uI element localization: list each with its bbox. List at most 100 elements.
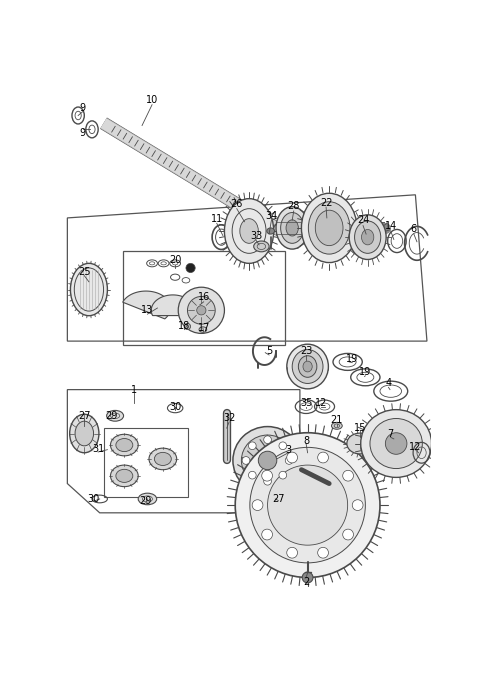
Circle shape: [178, 287, 225, 333]
Ellipse shape: [149, 448, 177, 470]
Circle shape: [285, 457, 293, 464]
Text: 25: 25: [78, 267, 91, 277]
Circle shape: [188, 297, 215, 324]
Ellipse shape: [260, 491, 291, 510]
Circle shape: [249, 471, 256, 479]
Ellipse shape: [281, 213, 304, 243]
Polygon shape: [151, 295, 194, 315]
Text: 20: 20: [169, 255, 181, 265]
Text: 31: 31: [92, 444, 104, 454]
Polygon shape: [123, 291, 170, 319]
Text: 19: 19: [359, 367, 372, 377]
Text: 28: 28: [288, 202, 300, 211]
Circle shape: [318, 452, 328, 463]
Text: 33: 33: [250, 231, 262, 240]
Circle shape: [318, 547, 328, 558]
Text: 12: 12: [315, 398, 328, 407]
Text: 22: 22: [320, 198, 332, 207]
Text: 9: 9: [80, 128, 86, 138]
Ellipse shape: [299, 356, 317, 377]
Text: 26: 26: [230, 199, 243, 209]
Circle shape: [385, 432, 407, 455]
Circle shape: [343, 529, 353, 540]
Circle shape: [287, 547, 298, 558]
Text: 11: 11: [211, 214, 223, 225]
Ellipse shape: [71, 263, 108, 316]
Text: 23: 23: [300, 346, 312, 356]
Text: 19: 19: [346, 354, 359, 364]
Circle shape: [262, 529, 273, 540]
Circle shape: [279, 442, 287, 450]
Circle shape: [279, 471, 287, 479]
Ellipse shape: [355, 221, 381, 254]
Ellipse shape: [116, 469, 133, 482]
Ellipse shape: [361, 229, 374, 245]
Ellipse shape: [241, 435, 294, 486]
Circle shape: [287, 452, 298, 463]
Text: 2: 2: [303, 577, 309, 587]
Ellipse shape: [292, 349, 323, 383]
Ellipse shape: [110, 435, 138, 456]
Ellipse shape: [225, 199, 274, 263]
Ellipse shape: [286, 220, 299, 236]
Ellipse shape: [155, 453, 171, 466]
Text: 5: 5: [266, 346, 272, 356]
Ellipse shape: [276, 207, 308, 249]
Circle shape: [235, 432, 380, 577]
Ellipse shape: [308, 202, 350, 254]
Circle shape: [186, 263, 195, 272]
Ellipse shape: [70, 414, 99, 453]
Ellipse shape: [332, 422, 342, 429]
Ellipse shape: [116, 439, 133, 452]
Text: 18: 18: [178, 322, 191, 331]
Ellipse shape: [303, 361, 312, 372]
Text: 32: 32: [223, 413, 235, 423]
Text: 7: 7: [388, 428, 394, 439]
Bar: [104, 428, 188, 498]
Text: 6: 6: [411, 225, 417, 234]
Circle shape: [249, 442, 256, 450]
Text: 9: 9: [80, 103, 86, 113]
Circle shape: [184, 324, 191, 330]
Text: 30: 30: [169, 401, 181, 412]
Text: 27: 27: [272, 494, 285, 504]
Ellipse shape: [254, 241, 269, 252]
Text: 3: 3: [285, 446, 291, 455]
Ellipse shape: [370, 419, 422, 468]
Ellipse shape: [110, 465, 138, 486]
Circle shape: [197, 306, 206, 315]
Circle shape: [302, 572, 313, 583]
Circle shape: [352, 500, 363, 511]
Ellipse shape: [347, 433, 373, 454]
Text: 27: 27: [78, 411, 91, 421]
Ellipse shape: [315, 210, 343, 245]
Circle shape: [267, 465, 348, 545]
Text: 21: 21: [331, 415, 343, 426]
Ellipse shape: [138, 493, 156, 505]
Circle shape: [252, 500, 263, 511]
Text: 16: 16: [198, 292, 210, 302]
Bar: [123, 251, 285, 345]
Circle shape: [258, 451, 277, 470]
Ellipse shape: [267, 228, 275, 234]
Ellipse shape: [361, 410, 432, 477]
Text: 8: 8: [303, 436, 309, 446]
Text: 34: 34: [265, 211, 277, 220]
Text: 14: 14: [384, 220, 397, 231]
Circle shape: [262, 471, 273, 481]
Circle shape: [264, 436, 271, 444]
Circle shape: [264, 477, 271, 485]
Text: 30: 30: [87, 494, 100, 504]
Text: 17: 17: [197, 323, 210, 333]
Ellipse shape: [75, 421, 94, 446]
Ellipse shape: [301, 193, 357, 263]
Ellipse shape: [107, 410, 123, 421]
Text: 10: 10: [146, 95, 158, 105]
Text: 4: 4: [385, 378, 392, 389]
Text: 13: 13: [141, 306, 154, 315]
Text: 12: 12: [409, 441, 421, 452]
Text: 29: 29: [105, 411, 118, 421]
Ellipse shape: [233, 427, 302, 494]
Ellipse shape: [287, 344, 328, 389]
Ellipse shape: [240, 219, 258, 243]
